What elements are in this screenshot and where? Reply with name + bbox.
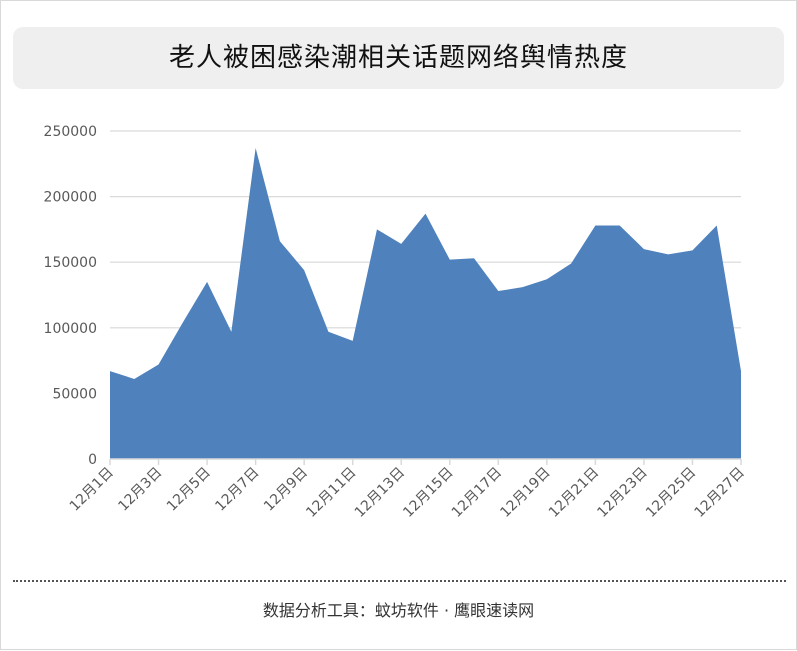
x-tick-label: 12月25日 [643, 465, 699, 521]
y-tick-label: 100000 [44, 321, 97, 337]
x-tick-label: 12月19日 [497, 465, 553, 521]
x-tick-label: 12月21日 [546, 465, 602, 521]
footer-source: 数据分析工具：蚊坊软件 · 鹰眼速读网 [1, 597, 796, 621]
x-axis [110, 459, 741, 465]
x-tick-label: 12月23日 [594, 465, 650, 521]
x-tick-label: 12月5日 [164, 465, 214, 515]
footer-divider [13, 580, 786, 582]
y-tick-label: 0 [88, 452, 97, 468]
x-axis-tick-labels: 12月1日12月3日12月5日12月7日12月9日12月11日12月13日12月… [67, 465, 748, 521]
series-area [110, 148, 741, 459]
x-tick-label: 12月3日 [115, 465, 165, 515]
area-series [110, 148, 741, 459]
x-tick-label: 12月17日 [449, 465, 505, 521]
x-tick-label: 12月13日 [352, 465, 408, 521]
y-tick-label: 250000 [44, 124, 97, 140]
x-tick-label: 12月11日 [303, 465, 359, 521]
y-tick-label: 50000 [52, 386, 97, 402]
x-tick-label: 12月7日 [212, 465, 262, 515]
x-tick-label: 12月27日 [692, 465, 748, 521]
y-tick-label: 150000 [44, 255, 97, 271]
x-tick-label: 12月15日 [400, 465, 456, 521]
x-tick-label: 12月1日 [67, 465, 117, 515]
y-tick-label: 200000 [44, 190, 97, 206]
x-tick-label: 12月9日 [261, 465, 311, 515]
y-axis-tick-labels: 0 50000 100000 150000 200000 250000 [44, 124, 97, 468]
